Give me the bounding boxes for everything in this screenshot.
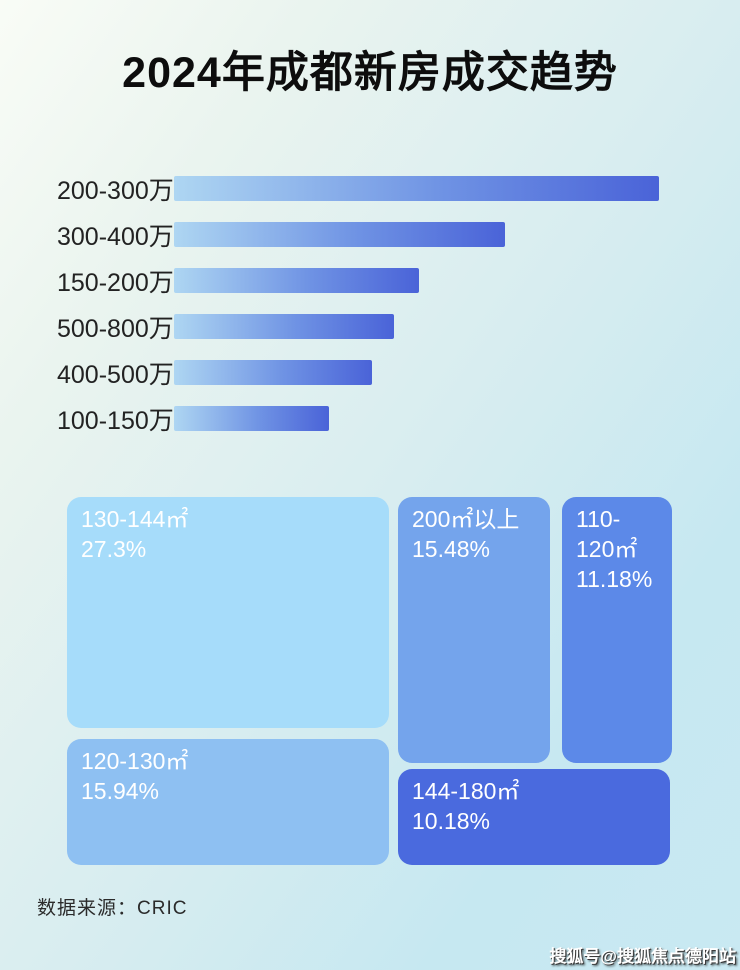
treemap-cell-value: 27.3% (81, 535, 147, 562)
treemap-cell-label: 200㎡以上 (412, 506, 520, 532)
bar-track (173, 406, 659, 431)
bar-row: 200-300万 (0, 176, 740, 205)
bar-row: 300-400万 (0, 222, 740, 251)
treemap-cell: 120-130㎡ 15.94% (67, 739, 389, 865)
page-title: 2024年成都新房成交趋势 (122, 49, 618, 97)
bar-category-label: 200-300万 (57, 176, 174, 205)
bar-fill (173, 268, 419, 293)
treemap-cell-label: 120-130㎡ (81, 748, 189, 774)
bar-category-label: 100-150万 (57, 406, 174, 435)
bar-row: 500-800万 (0, 314, 740, 343)
bar-track (173, 268, 659, 293)
treemap-cell-label: 130-144㎡ (81, 506, 189, 532)
bar-fill (173, 360, 373, 385)
price-range-bar-chart: 200-300万 300-400万 150-200万 500-800万 400-500万… (0, 176, 740, 452)
treemap-cell-value: 15.94% (81, 777, 160, 804)
bar-track (173, 360, 659, 385)
bar-fill (173, 176, 659, 201)
bar-category-label: 300-400万 (57, 222, 174, 251)
bar-category-label: 400-500万 (57, 360, 174, 389)
watermark: 搜狐号@搜狐焦点德阳站 (549, 947, 736, 966)
data-source-note: 数据来源：CRIC (37, 898, 188, 919)
bar-row: 400-500万 (0, 360, 740, 389)
treemap-cell: 144-180㎡ 10.18% (398, 769, 670, 865)
treemap-cell-value: 10.18% (412, 807, 491, 834)
treemap-cell-value: 11.18% (576, 565, 653, 592)
bar-row: 100-150万 (0, 406, 740, 435)
area-size-treemap: 130-144㎡ 27.3% 200㎡以上 15.48% 110-120㎡ 11.18% 1… (0, 497, 740, 867)
bar-category-label: 500-800万 (57, 314, 174, 343)
bar-track (173, 176, 659, 201)
treemap-cell-label: 110-120㎡ (576, 506, 638, 562)
treemap-cell-label: 144-180㎡ (412, 778, 520, 804)
treemap-cell: 110-120㎡ 11.18% (562, 497, 672, 763)
bar-track (173, 222, 659, 247)
treemap-cell-value: 15.48% (412, 535, 491, 562)
bar-row: 150-200万 (0, 268, 740, 297)
bar-track (173, 314, 659, 339)
treemap-cell: 130-144㎡ 27.3% (67, 497, 389, 728)
bar-fill (173, 222, 505, 247)
bar-category-label: 150-200万 (57, 268, 174, 297)
bar-fill (173, 314, 395, 339)
bar-fill (173, 406, 330, 431)
treemap-cell: 200㎡以上 15.48% (398, 497, 550, 763)
